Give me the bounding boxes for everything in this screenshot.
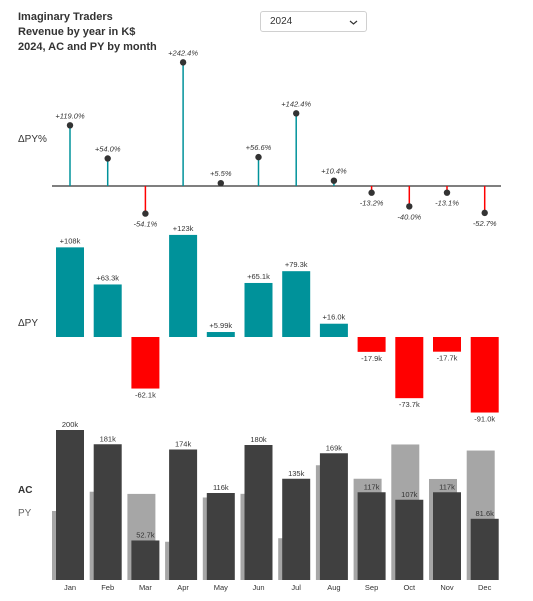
ac-label: 117k [439, 482, 455, 491]
dpy-pct-label: +242.4% [168, 48, 198, 57]
dpy-bar [169, 234, 198, 337]
dpy-label: +63.3k [96, 273, 119, 282]
ac-label: 116k [213, 483, 229, 492]
ac-label: 180k [250, 435, 267, 444]
ac-bar [131, 540, 160, 580]
dpy-bar [395, 337, 424, 399]
month-tick-label: Dec [478, 583, 492, 592]
ac-bar [93, 444, 122, 580]
title-block: Imaginary Traders Revenue by year in K$ … [18, 10, 157, 55]
ac-bar [470, 518, 499, 580]
ac-label: 174k [175, 440, 192, 449]
month-tick-label: Apr [177, 583, 189, 592]
ac-bar [319, 453, 348, 580]
dpy-bar [206, 332, 235, 337]
dpy-pct-label: -13.2% [360, 199, 384, 208]
ac-label: 135k [288, 469, 305, 478]
dpy-bar [282, 271, 311, 337]
dpy-label: +123k [173, 224, 194, 233]
dpy-label: +16.0k [323, 313, 346, 322]
month-tick-label: Jan [64, 583, 76, 592]
dpy-pct-dot [217, 179, 224, 187]
dpy-label: -73.7k [399, 400, 420, 409]
chart-subtitle: Revenue by year in K$ [18, 26, 136, 38]
chart-period: 2024, AC and PY by month [18, 41, 157, 53]
dpy-pct-dot [481, 209, 488, 217]
dpy-bar [56, 247, 84, 337]
dpy-pct-label: +54.0% [95, 144, 121, 153]
ac-bar [357, 492, 386, 580]
month-tick-label: Sep [365, 583, 378, 592]
ac-label: 200k [62, 420, 79, 429]
month-tick-label: Oct [403, 583, 416, 592]
ac-bar [433, 492, 461, 580]
dpy-pct-dot [293, 110, 300, 117]
dpy-pct-label: -54.1% [134, 220, 158, 229]
dpy-pct-dot [66, 122, 74, 129]
dpy-label: -17.9k [361, 354, 382, 363]
ac-bar [395, 499, 424, 580]
dpy-pct-dot [443, 189, 451, 196]
ac-bar [282, 478, 311, 580]
dpy-label: +5.99k [209, 321, 232, 330]
year-dropdown-value: 2024 [270, 16, 293, 27]
ac-label: 81.6k [476, 509, 495, 518]
dpy-pct-label: +5.5% [210, 169, 232, 178]
ac-label: 52.7k [136, 530, 155, 539]
dpy-label: -62.1k [135, 391, 156, 400]
year-dropdown[interactable]: 2024 [260, 11, 367, 32]
dpy-label: -17.7k [437, 354, 458, 363]
dpy-label: -91.0k [474, 415, 495, 424]
dpy-bar [357, 337, 386, 352]
dpy-pct-label: +56.6% [246, 143, 272, 152]
ac-label: 181k [100, 434, 117, 443]
ac-bar [169, 449, 198, 580]
dpy-bar [433, 337, 461, 352]
ac-bar [206, 493, 235, 580]
dpy-bar [470, 337, 499, 413]
dpy-bar [93, 284, 122, 337]
dpy-bar [319, 323, 348, 337]
month-tick-label: Jul [291, 583, 301, 592]
month-tick-label: Mar [139, 583, 152, 592]
dpy-pct-dot [142, 210, 149, 217]
chart-title: Imaginary Traders [18, 11, 113, 23]
dpy-pct-label: -40.0% [397, 212, 421, 221]
dpy-pct-dot [255, 153, 262, 161]
dpy-label: +79.3k [285, 260, 308, 269]
dpy-pct-dot [104, 155, 111, 162]
dpy-pct-label: +142.4% [281, 99, 311, 108]
month-tick-label: May [214, 583, 228, 592]
dpy-label: +108k [60, 236, 81, 245]
dpy-pct-dot [179, 59, 187, 66]
dpy-bar [131, 337, 160, 389]
ac-label: 169k [326, 443, 343, 452]
ac-label: 117k [364, 482, 380, 491]
month-tick-label: Jun [252, 583, 264, 592]
month-tick-label: Aug [327, 583, 340, 592]
ac-bar [56, 430, 84, 580]
dpy-pct-dot [330, 177, 338, 184]
dpy-pct-label: +10.4% [321, 167, 347, 176]
dpy-pct-label: +119.0% [55, 111, 85, 120]
ac-bar [244, 445, 273, 580]
dpy-label: +65.1k [247, 272, 270, 281]
dpy-pct-label: -13.1% [435, 199, 459, 208]
chevron-down-icon [349, 20, 358, 25]
dpy-bar [244, 282, 273, 337]
ac-label: 107k [401, 490, 418, 499]
row-label-dpy: ΔPY [18, 318, 39, 329]
dpy-pct-dot [368, 189, 375, 196]
month-tick-label: Nov [440, 583, 454, 592]
row-label-py: PY [18, 508, 32, 519]
row-label-dpy-pct: ΔPY% [18, 134, 47, 145]
dpy-pct-label: -52.7% [473, 219, 497, 228]
month-tick-label: Feb [101, 583, 114, 592]
row-label-ac: AC [18, 485, 33, 496]
dpy-pct-dot [406, 203, 413, 210]
